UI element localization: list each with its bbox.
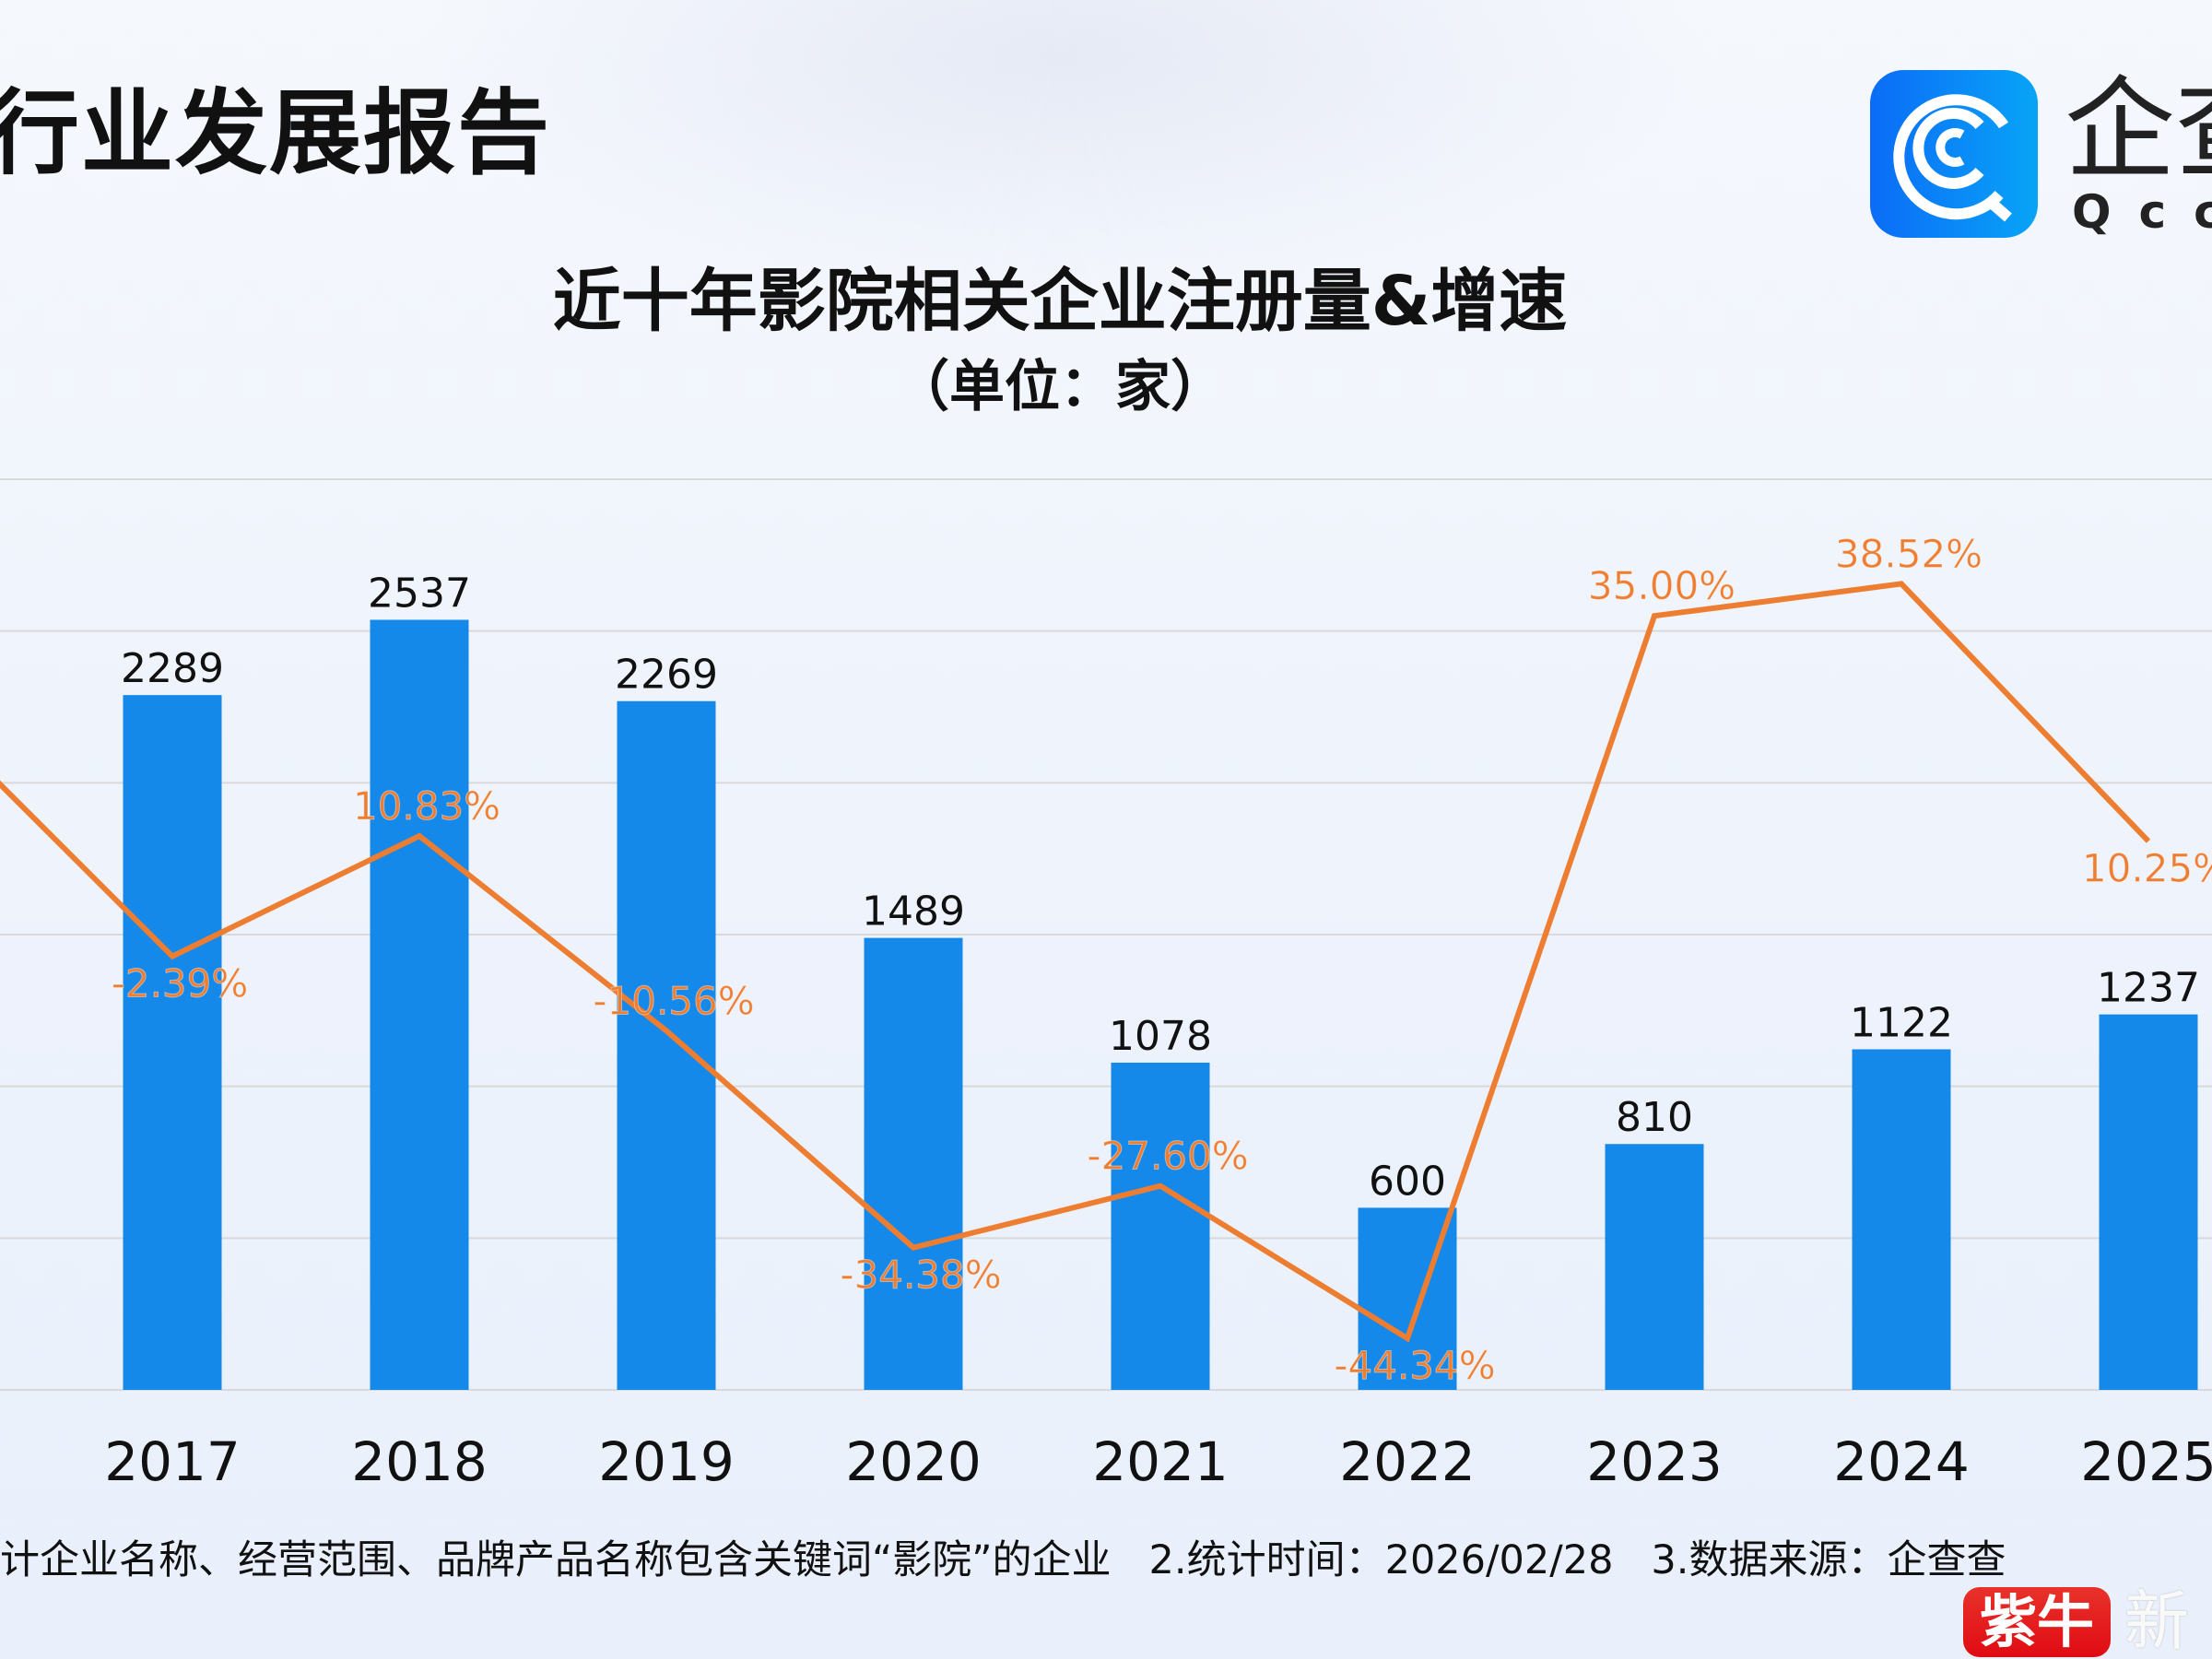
x-tick-label: 2020 (845, 1430, 982, 1493)
chart-subtitle: （单位：家） (894, 355, 1226, 419)
footnote: 计企业名称、经营范围、品牌产品名称包含关键词“影院”的企业 2.统计时间：202… (0, 1537, 2006, 1583)
x-tick-label: 2025 (2080, 1430, 2212, 1493)
bar-value-label: 810 (1616, 1094, 1693, 1141)
growth-line (0, 581, 2151, 1343)
growth-label: 35.00% (1588, 563, 1735, 608)
bar-2019 (617, 700, 716, 1390)
bar-value-label: 2269 (615, 652, 718, 699)
bar-value-label: 1078 (1109, 1013, 1212, 1060)
x-tick-label: 2017 (104, 1430, 241, 1493)
x-tick-label: 2024 (1833, 1430, 1970, 1493)
bar-value-label: 1237 (2097, 965, 2200, 1012)
bar-2021 (1111, 1062, 1210, 1390)
bar-2025 (2099, 1014, 2198, 1390)
bar-value-label: 1489 (862, 888, 965, 935)
growth-label: -2.39% (112, 961, 249, 1006)
growth-label: 38.52% (1835, 531, 1983, 576)
x-tick-label: 2018 (351, 1430, 488, 1493)
logo-brand-text: 企查 (2065, 66, 2212, 194)
badge-side-text: 新 (2124, 1583, 2189, 1659)
x-tick-label: 2022 (1339, 1430, 1476, 1493)
growth-label: -34.38% (840, 1253, 1001, 1298)
bar-2020 (864, 937, 963, 1390)
bar-value-label: 1122 (1850, 999, 1953, 1046)
bar-value-label: 2289 (121, 645, 224, 692)
bar-2017 (123, 695, 222, 1390)
report-title: 行业发展报告 (0, 79, 551, 187)
bar-2018 (370, 619, 469, 1390)
x-tick-label: 2023 (1586, 1430, 1723, 1493)
chart-title: 近十年影院相关企业注册量&增速 (552, 262, 1568, 341)
bar-2024 (1852, 1049, 1951, 1390)
growth-label: -27.60% (1087, 1134, 1248, 1179)
growth-label: -10.56% (593, 978, 754, 1023)
x-tick-label: 2021 (1092, 1430, 1229, 1493)
qcc-logo-icon (1870, 70, 2038, 238)
bar-value-label: 600 (1369, 1158, 1446, 1205)
growth-label: 10.25% (2082, 846, 2212, 891)
growth-label: -44.34% (1334, 1343, 1495, 1388)
x-tick-label: 2019 (598, 1430, 735, 1493)
bar-value-label: 2537 (368, 570, 471, 617)
bar-2023 (1605, 1144, 1704, 1390)
zniu-badge: 紫牛 (1963, 1587, 2111, 1657)
growth-label: 10.83% (353, 783, 500, 829)
logo-brand-sub: Qcc (2072, 185, 2212, 239)
